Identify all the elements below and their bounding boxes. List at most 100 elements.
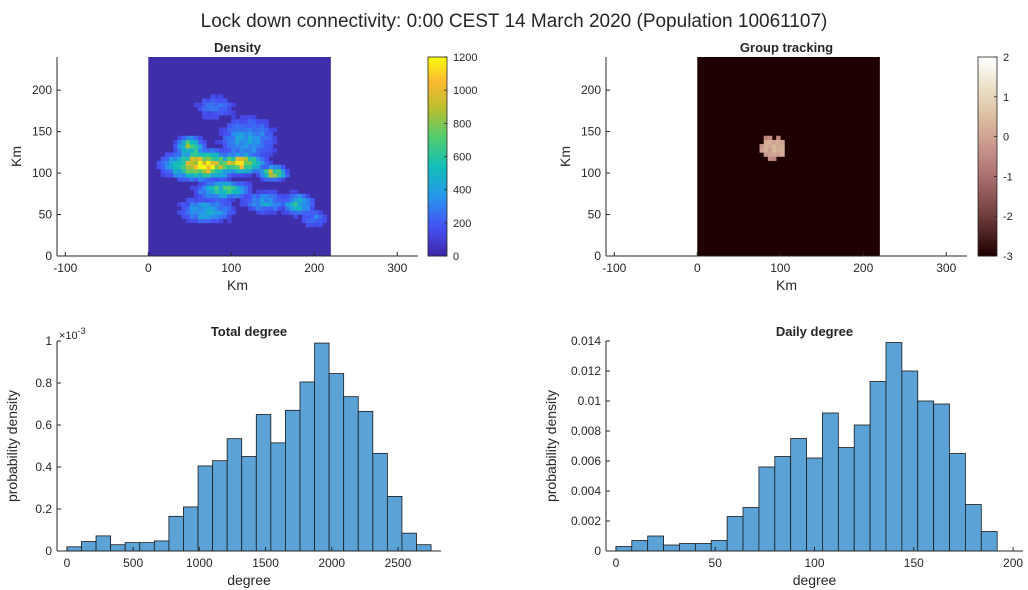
density-cell — [272, 193, 278, 199]
density-colorbar-segment — [428, 110, 447, 114]
density-cell — [202, 168, 207, 174]
density-colorbar-segment — [428, 73, 447, 78]
density-cell — [301, 218, 307, 224]
density-cell — [202, 189, 207, 195]
group-cell — [767, 156, 773, 161]
density-cell — [264, 135, 269, 141]
density-cell — [264, 148, 269, 153]
group-colorbar-segment — [978, 57, 997, 61]
density-cell — [252, 115, 257, 120]
density-cell — [231, 115, 236, 120]
density-cell — [210, 210, 215, 215]
density-cell — [214, 177, 220, 182]
density-cell — [185, 160, 191, 166]
density-cell — [256, 131, 261, 137]
density-colorbar-tick-label: 1000 — [453, 85, 477, 97]
density-colorbar-segment — [428, 116, 447, 121]
group-x-tick-label: 100 — [770, 261, 790, 275]
density-colorbar-segment — [428, 146, 447, 151]
daily-degree-bar — [710, 540, 728, 552]
density-cell — [189, 185, 195, 190]
density-cell — [264, 160, 269, 166]
density-cell — [202, 210, 207, 215]
density-cell — [210, 98, 215, 103]
density-cell — [276, 197, 282, 203]
density-cell — [193, 202, 199, 207]
density-cell — [235, 127, 240, 132]
daily-degree-bar — [933, 403, 950, 552]
density-cell — [322, 218, 328, 224]
density-cell — [185, 214, 191, 219]
density-cell — [198, 156, 203, 161]
density-cell — [198, 206, 203, 211]
daily-degree-bar — [853, 424, 871, 552]
daily-degree-bar — [647, 535, 664, 552]
total-degree-bar — [139, 542, 155, 552]
density-colorbar-segment — [428, 126, 447, 131]
density-cell — [305, 202, 311, 207]
density-cell — [210, 106, 215, 112]
density-cell — [252, 144, 257, 149]
daily-degree-x-tick-label: 0 — [613, 556, 620, 570]
density-cell — [247, 119, 253, 124]
density-cell — [272, 210, 278, 215]
density-cell — [268, 131, 274, 137]
density-colorbar-segment — [428, 63, 447, 68]
density-colorbar-segment — [428, 149, 447, 154]
density-cell — [206, 210, 211, 215]
density-cell — [181, 202, 186, 207]
total-degree-bar — [183, 506, 199, 552]
density-cell — [198, 185, 203, 190]
density-colorbar-segment — [428, 206, 447, 211]
density-cell — [297, 202, 303, 207]
group-colorbar-segment — [978, 70, 997, 75]
density-colorbar-segment — [428, 169, 447, 174]
group-colorbar-tick-label: 1 — [1003, 92, 1009, 104]
density-cell — [185, 210, 191, 215]
density-cell — [193, 160, 199, 166]
density-cell — [218, 193, 224, 199]
density-colorbar-segment — [428, 100, 447, 104]
density-cell — [268, 193, 274, 199]
density-cell — [227, 144, 232, 149]
density-cell — [272, 148, 278, 153]
total-degree-bar — [110, 544, 126, 552]
density-cell — [243, 119, 249, 124]
total-degree-x-tick-label: 1500 — [252, 556, 279, 570]
density-cell — [272, 177, 278, 182]
density-cell — [214, 214, 220, 219]
density-cell — [285, 202, 290, 207]
density-colorbar-segment — [428, 57, 447, 61]
total-degree-bar — [153, 540, 170, 552]
daily-degree-bar — [631, 540, 649, 552]
density-cell — [268, 144, 274, 149]
density-cell — [185, 197, 191, 203]
density-cell — [289, 206, 294, 211]
group-colorbar-segment — [978, 76, 997, 81]
density-cell — [202, 164, 207, 170]
density-cell — [305, 197, 311, 203]
density-cell — [193, 164, 199, 170]
density-cell — [260, 164, 265, 170]
density-cell — [247, 135, 253, 141]
density-cell — [202, 115, 207, 120]
group-cell — [767, 144, 773, 149]
density-cell — [181, 160, 186, 166]
density-cell — [193, 210, 199, 215]
total-degree-x-tick-label: 0 — [64, 556, 71, 570]
density-cell — [247, 168, 253, 174]
density-colorbar-segment — [428, 143, 447, 148]
density-cell — [231, 119, 236, 124]
density-cell — [156, 164, 162, 170]
density-cell — [264, 177, 269, 182]
density-cell — [231, 148, 236, 153]
density-colorbar-segment — [428, 60, 447, 65]
density-cell — [256, 123, 261, 128]
group-cell — [767, 148, 773, 153]
density-cell — [214, 164, 220, 170]
group-colorbar-segment — [978, 110, 997, 114]
density-cell — [285, 168, 290, 174]
daily-degree-bar — [726, 516, 744, 552]
group-cell — [763, 152, 769, 157]
density-cell — [214, 168, 220, 174]
